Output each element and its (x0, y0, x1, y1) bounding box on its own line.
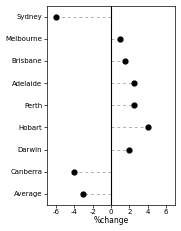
Point (73, 170, 76, 173)
X-axis label: %change: %change (93, 216, 129, 225)
Point (132, 81, 135, 85)
Point (132, 103, 135, 107)
Point (119, 37, 122, 41)
Point (128, 148, 131, 151)
Point (82, 192, 85, 196)
Point (54, 15, 57, 18)
Point (123, 59, 126, 63)
Point (146, 125, 149, 129)
